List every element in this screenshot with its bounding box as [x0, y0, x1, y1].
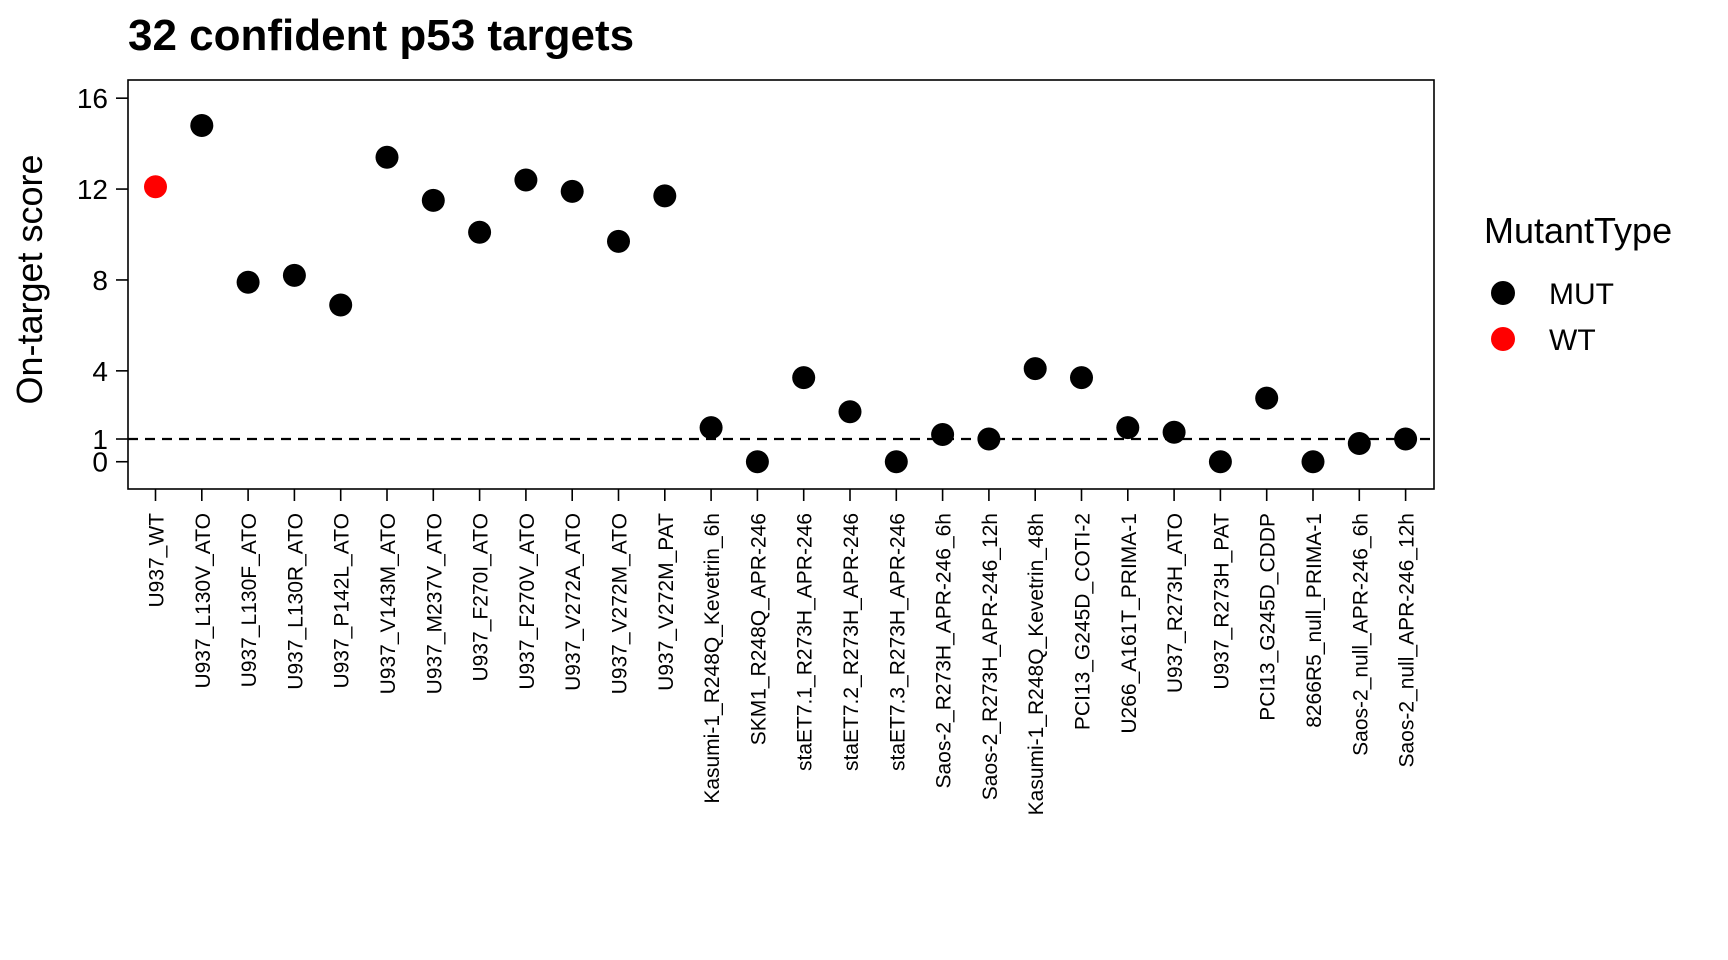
x-tick-label: Kasumi-1_R248Q_Kevetrin_48h [1025, 513, 1048, 815]
y-tick-label: 8 [92, 265, 108, 296]
x-tick-label: U937_V143M_ATO [377, 513, 400, 694]
data-point [514, 168, 538, 192]
data-point [1208, 450, 1232, 474]
x-tick-label: PCI13_G245D_COTI-2 [1072, 513, 1095, 730]
x-tick-label: U937_WT [146, 513, 169, 608]
x-tick-label: U937_L130V_ATO [192, 513, 215, 689]
x-tick-label: Saos-2_null_APR-246_6h [1349, 513, 1372, 756]
x-axis: U937_WT U937_L130V_ATO U937_L130F_ATO U937_… [146, 489, 1419, 815]
data-point [1023, 357, 1047, 381]
x-tick-label: U937_L130F_ATO [238, 513, 261, 687]
data-point [1347, 432, 1371, 456]
data-points [144, 113, 1418, 474]
x-tick-label: U937_R273H_ATO [1164, 513, 1187, 693]
y-tick-label: 4 [92, 356, 108, 387]
x-tick-label: U937_V272A_ATO [562, 513, 585, 691]
data-point [190, 113, 214, 137]
data-point [884, 450, 908, 474]
x-tick-label: U937_F270I_ATO [470, 513, 493, 682]
data-point [282, 263, 306, 287]
data-point [1255, 386, 1279, 410]
x-tick-label: 8266R5_null_PRIMA-1 [1303, 513, 1326, 728]
data-point [468, 220, 492, 244]
data-point [607, 229, 630, 253]
y-tick-label: 0 [92, 447, 108, 478]
legend-key-mut [1491, 281, 1515, 305]
legend-title: MutantType [1484, 210, 1672, 251]
plot-panel [127, 79, 1435, 490]
x-tick-label: U937_P142L_ATO [331, 513, 354, 689]
data-point [1116, 416, 1140, 440]
x-tick-label: U266_A161T_PRIMA-1 [1118, 513, 1141, 734]
data-point [1070, 366, 1093, 390]
data-point [375, 145, 399, 169]
legend-label-mut: MUT [1549, 278, 1614, 311]
x-tick-label: U937_V272M_PAT [655, 513, 678, 691]
y-tick-label: 12 [77, 174, 108, 205]
x-tick-label: U937_F270V_ATO [516, 513, 539, 690]
y-tick-label: 16 [77, 83, 108, 114]
x-tick-label: U937_M237V_ATO [423, 513, 446, 694]
x-tick-label: U937_R273H_PAT [1210, 513, 1233, 690]
legend: MutantType MUT WT [1484, 210, 1672, 357]
data-point [977, 427, 1001, 451]
data-point [1301, 450, 1325, 474]
x-tick-label: Saos-2_R273H_APR-246_6h [933, 513, 956, 789]
x-tick-label: staET7.1_R273H_APR-246 [794, 513, 817, 771]
x-tick-label: Saos-2_null_APR-246_12h [1396, 513, 1419, 768]
data-point [792, 366, 816, 390]
legend-label-wt: WT [1549, 324, 1596, 357]
data-point [1162, 420, 1186, 444]
x-tick-label: SKM1_R248Q_APR-246 [747, 513, 770, 745]
y-axis-label: On-target score [9, 154, 50, 404]
x-tick-label: Kasumi-1_R248Q_Kevetrin_6h [701, 513, 724, 804]
x-tick-label: Saos-2_R273H_APR-246_12h [979, 513, 1002, 800]
x-tick-label: staET7.3_R273H_APR-246 [886, 513, 909, 771]
data-point [421, 188, 445, 212]
chart-title: 32 confident p53 targets [128, 11, 634, 60]
data-point [745, 450, 769, 474]
legend-key-wt [1491, 327, 1515, 351]
data-point [1394, 427, 1418, 451]
x-tick-label: PCI13_G245D_CDDP [1257, 513, 1280, 721]
data-point [838, 400, 862, 424]
data-point [560, 179, 584, 203]
data-point [699, 416, 723, 440]
y-axis: 01 4 8 12 16 [77, 83, 128, 478]
data-point [329, 293, 353, 317]
data-point [653, 184, 677, 208]
y-tick-label: 1 [92, 424, 108, 455]
data-point [144, 175, 167, 199]
data-point [931, 422, 955, 446]
x-tick-label: staET7.2_R273H_APR-246 [840, 513, 863, 771]
x-tick-label: U937_L130R_ATO [284, 513, 307, 690]
data-point [236, 270, 260, 294]
x-tick-label: U937_V272M_ATO [609, 513, 632, 694]
